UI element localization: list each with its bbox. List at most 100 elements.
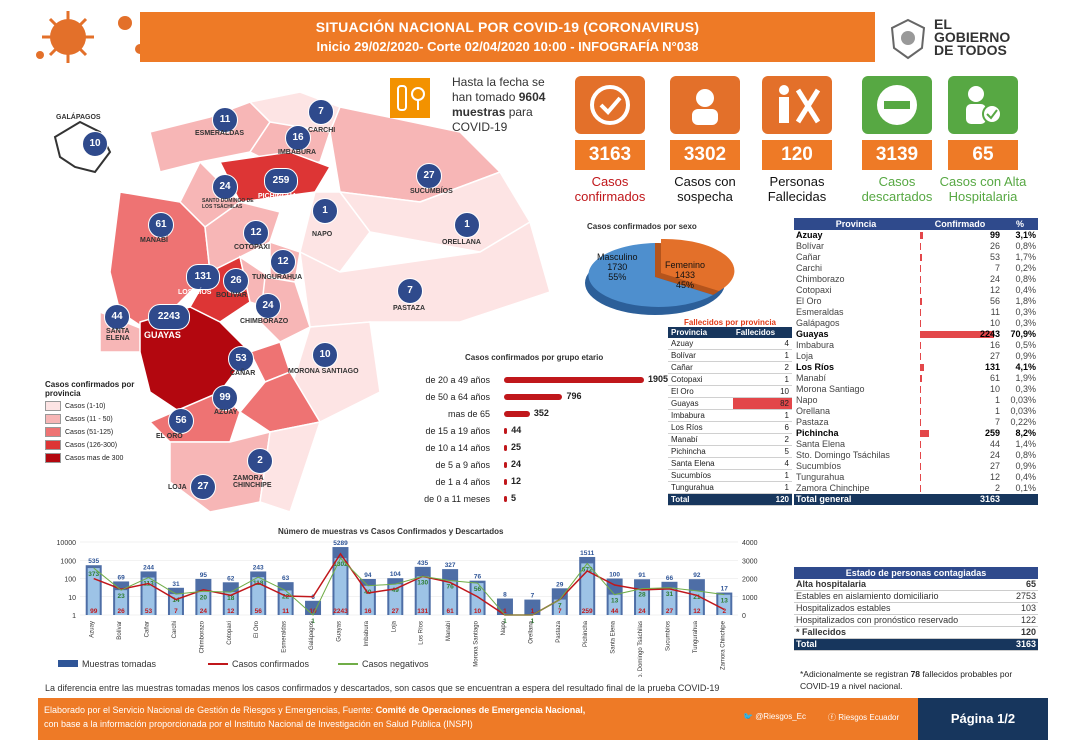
map-value-loja: 27 <box>190 474 216 500</box>
bar-muestras <box>524 599 541 615</box>
province-pct: 0,9% <box>1015 351 1036 361</box>
age-bar <box>504 479 507 485</box>
legend-swatch <box>45 401 61 411</box>
province-name: Sucumbíos <box>796 461 842 471</box>
province-row: Napo 1 0,03% <box>794 395 1038 406</box>
map-value-manabi: 61 <box>148 212 174 238</box>
province-confirmed: 7 <box>918 417 1002 428</box>
province-confirmed: 12 <box>918 285 1002 296</box>
province-name: Pichincha <box>796 428 839 438</box>
page-title: SITUACIÓN NACIONAL POR COVID-19 (CORONAV… <box>315 19 700 35</box>
label-muestras: 66 <box>666 575 674 582</box>
facebook-icon: ⓕ <box>828 713 839 722</box>
legend-item: Casos (11 - 50) <box>45 414 155 424</box>
label-negativos: 22 <box>282 594 290 601</box>
legend-swatch <box>45 440 61 450</box>
label-muestras: 69 <box>118 574 126 581</box>
map-value-santo-domingo: 24 <box>212 174 238 200</box>
map-label-orellana: ORELLANA <box>442 239 481 246</box>
stat-card: 3163 Casos confirmados <box>575 76 647 204</box>
legend-muestras: Muestras tomadas <box>82 659 157 669</box>
label-negativos: 7 <box>558 603 562 610</box>
province-bar <box>920 298 922 305</box>
x-tick-label: Pastaza <box>556 620 562 642</box>
label-muestras: 5289 <box>333 540 348 547</box>
deceased-row: Los Ríos 6 <box>668 421 792 434</box>
coat-of-arms-icon <box>890 18 926 60</box>
province-pct: 1,8% <box>1015 296 1036 306</box>
province-name: Azuay <box>796 230 823 240</box>
province-bar <box>920 353 921 360</box>
age-bar <box>504 411 530 417</box>
province-pct: 0,9% <box>1015 461 1036 471</box>
facebook-link[interactable]: ⓕ Riesgos Ecuador <box>828 713 900 722</box>
deceased-row: Cotopaxi 1 <box>668 373 792 386</box>
map-label-esmeraldas: ESMERALDAS <box>195 130 245 137</box>
legend-title: Casos confirmados por provincia <box>45 380 135 398</box>
stat-card-value: 3163 <box>575 140 645 170</box>
province-confirmed: 12 <box>918 472 1002 483</box>
minus-icon <box>862 76 932 134</box>
map-value-santa-elena: 44 <box>104 304 130 330</box>
province-confirmed: 27 <box>918 461 1002 472</box>
province-bar <box>920 232 924 239</box>
x-tick-label: Carchi <box>172 621 178 638</box>
province-total-label: Total general <box>794 494 918 505</box>
label-negativos: 373 <box>88 571 99 578</box>
map-value-canar: 53 <box>228 346 254 372</box>
label-confirmados: 24 <box>200 608 208 615</box>
province-pct: 0,1% <box>1015 483 1036 493</box>
map-label-imbabura: IMBABURA <box>278 149 317 156</box>
legend-label: Casos mas de 300 <box>65 454 124 462</box>
province-confirmed: 56 <box>918 296 1002 307</box>
map-value-imbabura: 16 <box>285 125 311 151</box>
legend-label: Casos (51-125) <box>65 428 114 436</box>
pie-slice-masculino <box>588 243 713 307</box>
province-row: Guayas 2243 70,9% <box>794 329 1038 340</box>
label-negativos: 31 <box>666 591 674 598</box>
y-left-tick: 1 <box>72 613 76 620</box>
label-confirmados: 53 <box>145 608 153 615</box>
province-row: Sucumbíos 27 0,9% <box>794 461 1038 472</box>
legend-negativos: Casos negativos <box>362 659 429 669</box>
deceased-value: 4 <box>732 457 792 470</box>
map-legend: Casos confirmados por provincia Casos (1… <box>45 380 155 463</box>
twitter-link[interactable]: 🐦 @Riesgos_Ec <box>743 712 806 721</box>
x-tick-label: Galápagos <box>309 621 315 650</box>
legend-swatch <box>45 414 61 424</box>
map-label-zamora: ZAMORA CHINCHIPE <box>233 475 272 489</box>
label-confirmados: 12 <box>693 608 701 615</box>
deceased-value: 1 <box>732 373 792 386</box>
bar-negativos <box>389 584 402 615</box>
person-x-icon <box>762 76 832 134</box>
province-name: Santa Elena <box>796 439 846 449</box>
province-bar <box>920 485 921 492</box>
map-label-sucumbios: SUCUMBÍOS <box>410 188 453 195</box>
x-tick-label: Sto. Domingo Tsáchilas <box>638 621 644 677</box>
state-label: Hospitalizados estables <box>794 602 1008 615</box>
province-pct: 1,9% <box>1015 373 1036 383</box>
age-label: de 10 a 14 años <box>425 443 490 453</box>
deceased-province: Tungurahua <box>668 481 733 494</box>
label-confirmados: 259 <box>582 608 593 615</box>
stat-card-value: 3302 <box>670 140 740 170</box>
stat-card: 3302 Casos con sospecha <box>670 76 742 204</box>
sex-chart-title: Casos confirmados por sexo <box>587 222 697 231</box>
map-value-el-oro: 56 <box>168 408 194 434</box>
province-row: Loja 27 0,9% <box>794 351 1038 362</box>
stat-card-label: Casos confirmados <box>574 174 646 204</box>
x-tick-label: Cotopaxi <box>227 621 233 645</box>
deceased-table: Provincia Fallecidos Azuay 4 Bolívar 1 Cañar… <box>668 327 792 506</box>
deceased-province: Cotopaxi <box>668 373 733 386</box>
province-pct: 0,3% <box>1015 384 1036 394</box>
y-right-tick: 2000 <box>742 577 758 584</box>
label-muestras: 327 <box>445 562 456 569</box>
province-name: Bolívar <box>796 241 825 251</box>
y-right-tick: 4000 <box>742 540 758 547</box>
deceased-row: Azuay 4 <box>668 338 792 350</box>
map-label-santa-elena: SANTA ELENA <box>106 328 130 342</box>
masculino-label: Masculino 1730 55% <box>597 252 638 282</box>
bar-negativos <box>115 590 128 615</box>
stat-card-value: 120 <box>762 140 832 170</box>
province-name: Guayas <box>796 329 829 339</box>
